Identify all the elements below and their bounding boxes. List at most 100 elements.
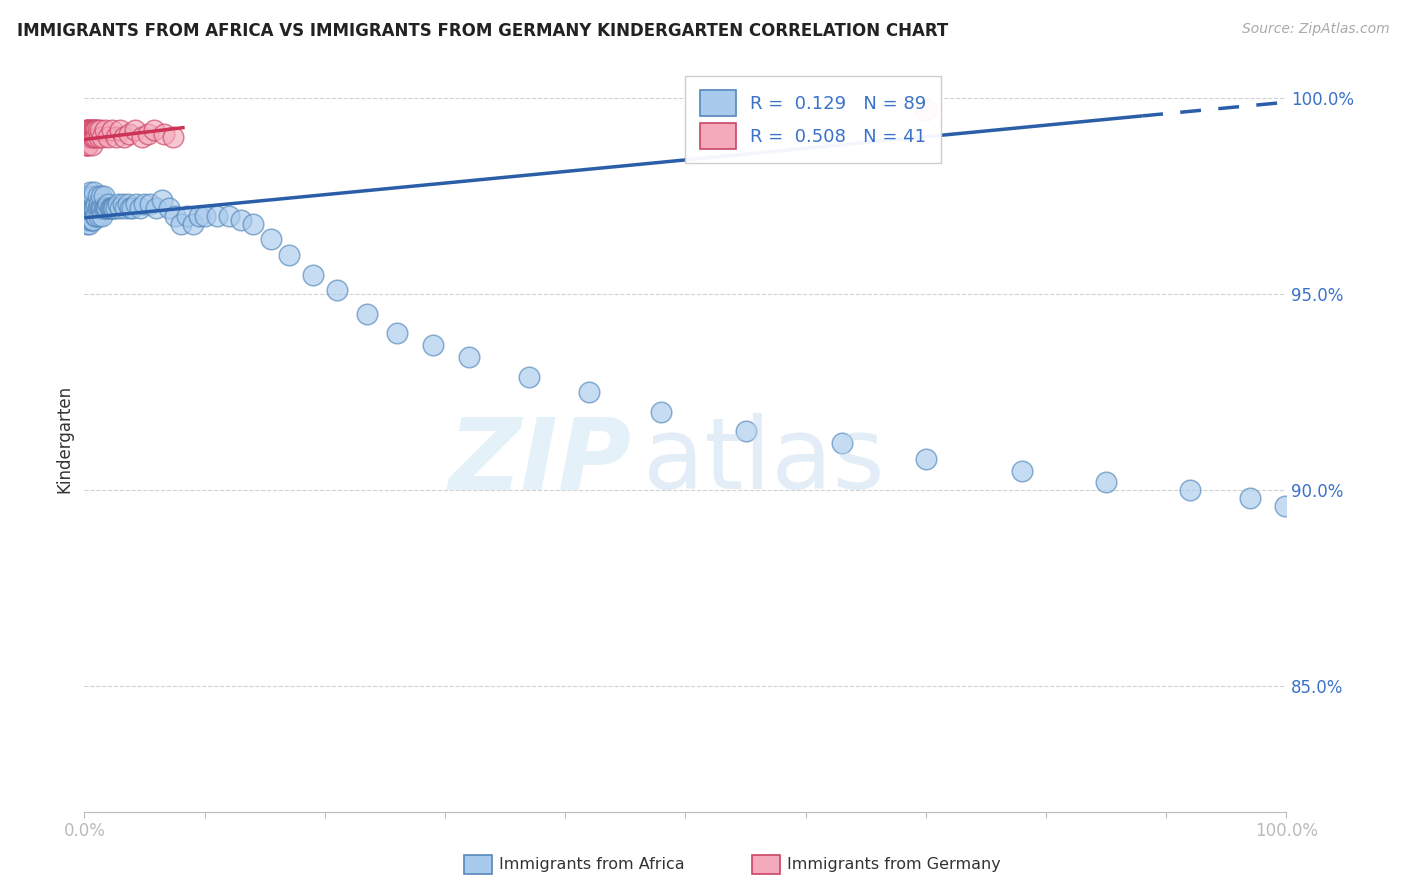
Point (104, 130, 127, 145)
Point (77, 130, 100, 145)
Point (77, 217, 100, 231)
Text: Immigrants from Germany: Immigrants from Germany (787, 857, 1001, 871)
Point (326, 283, 349, 297)
Point (301, 268, 323, 282)
Point (103, 201, 125, 215)
Point (385, 326, 408, 341)
Point (152, 127, 174, 141)
Point (82, 201, 104, 215)
Point (118, 127, 141, 141)
Point (75, 138, 97, 153)
Point (1274, 499, 1296, 513)
Point (94, 201, 117, 215)
Point (84, 122, 107, 136)
Point (75, 189, 97, 203)
Point (79, 212, 101, 227)
Point (101, 122, 124, 136)
Point (84, 201, 107, 215)
Point (89, 122, 111, 136)
Point (87, 197, 110, 211)
Point (734, 425, 756, 439)
Point (86, 130, 108, 145)
Point (101, 201, 124, 215)
Point (87, 130, 110, 145)
Point (76, 205, 98, 219)
Point (1011, 464, 1033, 478)
Text: IMMIGRANTS FROM AFRICA VS IMMIGRANTS FROM GERMANY KINDERGARTEN CORRELATION CHART: IMMIGRANTS FROM AFRICA VS IMMIGRANTS FRO… (17, 22, 948, 40)
Point (77, 201, 100, 215)
Point (90, 189, 112, 203)
FancyBboxPatch shape (752, 855, 780, 874)
Point (89, 201, 111, 215)
Point (107, 197, 129, 211)
Point (79, 186, 101, 200)
Point (86, 122, 108, 136)
Point (1095, 475, 1118, 490)
Point (76, 138, 98, 153)
Point (136, 127, 159, 141)
Point (83, 130, 105, 145)
Point (169, 217, 191, 231)
Point (80, 130, 103, 145)
Point (80, 201, 103, 215)
Point (76, 130, 98, 145)
Point (79, 201, 101, 215)
Point (162, 130, 184, 145)
FancyBboxPatch shape (464, 855, 492, 874)
Point (90, 201, 112, 215)
Point (77, 130, 100, 145)
Point (98, 201, 121, 215)
Point (110, 122, 132, 136)
Point (91, 130, 114, 145)
Point (118, 201, 141, 215)
Point (458, 350, 481, 364)
Point (145, 201, 167, 215)
Point (915, 103, 938, 117)
Point (77, 193, 100, 207)
Point (242, 217, 264, 231)
Point (83, 122, 105, 136)
Point (93, 189, 115, 203)
Point (82, 189, 104, 203)
Text: ZIP: ZIP (449, 413, 631, 510)
Point (103, 201, 125, 215)
Point (260, 232, 283, 246)
Point (86, 201, 108, 215)
Point (181, 217, 204, 231)
Point (77, 122, 100, 136)
Point (77, 138, 100, 153)
Point (86, 122, 108, 136)
Point (117, 197, 139, 211)
Point (96, 201, 118, 215)
Point (157, 201, 180, 215)
Point (277, 248, 299, 262)
Point (831, 436, 853, 450)
Point (163, 209, 186, 223)
Point (139, 197, 162, 211)
Point (86, 197, 108, 211)
Point (79, 122, 101, 136)
Point (75, 122, 97, 136)
Point (104, 201, 127, 215)
Point (111, 197, 134, 211)
Point (86, 189, 108, 203)
Point (176, 209, 198, 223)
Point (97, 130, 120, 145)
Point (82, 130, 104, 145)
Point (650, 405, 672, 419)
Point (124, 122, 146, 136)
Point (76, 217, 98, 231)
Point (93, 201, 115, 215)
Point (134, 197, 156, 211)
Text: Immigrants from Africa: Immigrants from Africa (499, 857, 685, 871)
Point (152, 193, 174, 207)
Point (80, 138, 103, 153)
Point (112, 130, 135, 145)
Point (1239, 491, 1261, 505)
Point (121, 201, 143, 215)
Point (79, 130, 101, 145)
Text: atlas: atlas (644, 413, 884, 510)
Point (77, 189, 100, 203)
Point (75, 130, 97, 145)
Point (125, 197, 148, 211)
